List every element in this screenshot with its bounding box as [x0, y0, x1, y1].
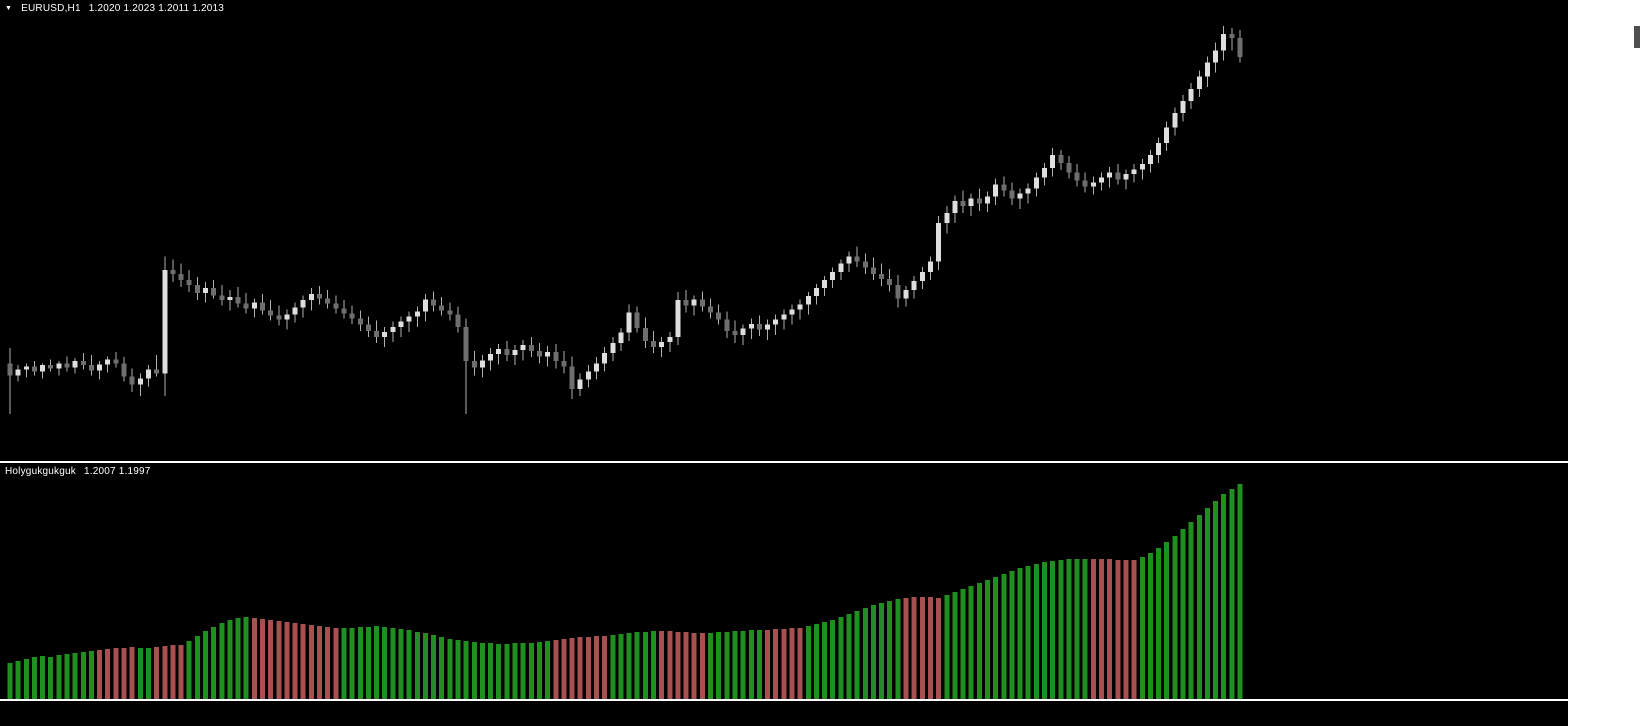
- ohlc-values-label: 1.2020 1.2023 1.2011 1.2013: [88, 3, 225, 14]
- price-pane[interactable]: ▼ EURUSD,H1 1.2020 1.2023 1.2011 1.2013: [0, 0, 1568, 463]
- indicator-pane-header: Holygukgukguk 1.2007 1.1997: [5, 466, 151, 477]
- histogram-chart[interactable]: [0, 463, 1568, 699]
- scrollbar-thumb[interactable]: [1634, 26, 1640, 48]
- symbol-timeframe-label: EURUSD,H1: [21, 3, 81, 14]
- indicator-name-label: Holygukgukguk: [5, 466, 76, 477]
- chart-area: ▼ EURUSD,H1 1.2020 1.2023 1.2011 1.2013 …: [0, 0, 1568, 726]
- one-click-trading-arrow-icon[interactable]: ▼: [5, 5, 13, 12]
- indicator-values-label: 1.2007 1.1997: [83, 466, 151, 477]
- candlestick-chart[interactable]: [0, 0, 1568, 461]
- right-gutter: [1568, 0, 1641, 726]
- bottom-strip: [0, 701, 1568, 726]
- price-pane-header: ▼ EURUSD,H1 1.2020 1.2023 1.2011 1.2013: [5, 3, 224, 14]
- indicator-pane[interactable]: Holygukgukguk 1.2007 1.1997: [0, 463, 1568, 701]
